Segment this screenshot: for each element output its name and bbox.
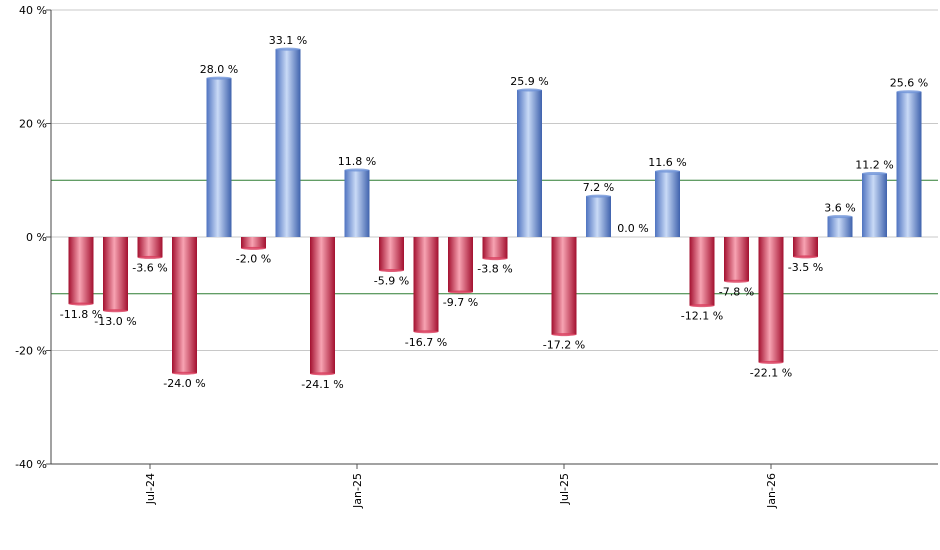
bar	[689, 237, 715, 306]
x-tick-label: Jul-24	[144, 473, 157, 505]
bar	[517, 90, 542, 237]
x-tick-label: Jan-25	[351, 473, 364, 509]
bar-cap	[689, 304, 715, 308]
bar-cap	[68, 302, 94, 306]
x-tick-label: Jan-26	[765, 473, 778, 509]
data-label: -24.1 %	[301, 378, 343, 391]
data-label: 11.8 %	[338, 155, 376, 168]
bar	[206, 78, 232, 237]
bar	[551, 237, 577, 335]
bar	[793, 237, 818, 257]
data-label: -11.8 %	[60, 308, 102, 321]
data-label: 7.2 %	[583, 181, 614, 194]
bar	[896, 91, 922, 237]
data-label: -12.1 %	[681, 310, 723, 323]
bar-cap	[310, 372, 335, 376]
data-label: -7.8 %	[719, 285, 754, 298]
bar	[482, 237, 508, 259]
data-label: -24.0 %	[163, 377, 205, 390]
bar	[379, 237, 404, 271]
bar-cap	[344, 168, 370, 172]
data-label: 3.6 %	[824, 202, 855, 215]
bar-cap	[379, 268, 404, 272]
y-tick-label: 40 %	[19, 4, 47, 17]
bar-cap	[137, 255, 163, 259]
data-label: -22.1 %	[750, 366, 792, 379]
axes: -40 % -20 % 0 % 20 % 40 % Jul-24 Jan-25 Jul-25 J…	[15, 4, 938, 509]
bar	[310, 237, 335, 374]
bar-cap	[896, 90, 922, 94]
bar-cap	[862, 171, 887, 175]
data-label: 25.6 %	[890, 77, 928, 90]
bar-cap	[103, 309, 128, 313]
bar	[172, 237, 197, 374]
data-label: -3.5 %	[788, 261, 823, 274]
y-tick-label: 0 %	[26, 231, 47, 244]
data-label: 0.0 %	[617, 222, 648, 235]
data-label: 28.0 %	[200, 63, 238, 76]
bar-cap	[275, 47, 301, 51]
bar-cap	[724, 279, 749, 283]
bar-cap	[551, 333, 577, 337]
data-label: -5.9 %	[374, 274, 409, 287]
bar	[827, 216, 853, 237]
bar	[137, 237, 163, 258]
bar-cap	[241, 246, 266, 250]
bar	[758, 237, 784, 363]
bar-cap	[586, 194, 611, 198]
data-label: 11.6 %	[648, 156, 686, 169]
bar	[275, 49, 301, 237]
bar-cap	[172, 371, 197, 375]
data-label: -16.7 %	[405, 336, 447, 349]
y-tick-label: -20 %	[15, 345, 47, 358]
x-tick-label: Jul-25	[558, 473, 571, 505]
bar-cap	[793, 255, 818, 259]
data-label: -17.2 %	[543, 339, 585, 352]
data-label: -3.8 %	[477, 263, 512, 276]
bar	[241, 237, 266, 249]
data-label: -3.6 %	[132, 261, 167, 274]
bar	[103, 237, 128, 311]
data-label: 25.9 %	[510, 75, 548, 88]
data-label: -9.7 %	[443, 296, 478, 309]
data-label: -2.0 %	[236, 252, 271, 265]
bar	[724, 237, 749, 282]
bar-cap	[655, 169, 680, 173]
bar	[448, 237, 473, 293]
bar	[655, 171, 680, 237]
bar-cap	[482, 257, 508, 261]
data-labels: -11.8 %-13.0 % -3.6 % -24.0 % 28.0 % -2.0 % 3…	[60, 34, 928, 391]
bar-cap	[413, 330, 439, 334]
bar	[413, 237, 439, 332]
bar-cap	[517, 88, 542, 92]
bar-cap	[827, 215, 853, 219]
bar-cap	[206, 76, 232, 80]
data-label: 33.1 %	[269, 34, 307, 47]
y-tick-label: -40 %	[15, 458, 47, 471]
bar	[344, 170, 370, 237]
bar-cap	[448, 290, 473, 294]
y-tick-label: 20 %	[19, 118, 47, 131]
reference-lines	[51, 179, 938, 295]
bar	[862, 173, 887, 237]
bar	[586, 196, 611, 237]
data-label: 11.2 %	[855, 158, 893, 171]
data-label: -13.0 %	[94, 315, 136, 328]
bars	[68, 47, 922, 376]
bar-cap	[758, 360, 784, 364]
bar	[68, 237, 94, 304]
